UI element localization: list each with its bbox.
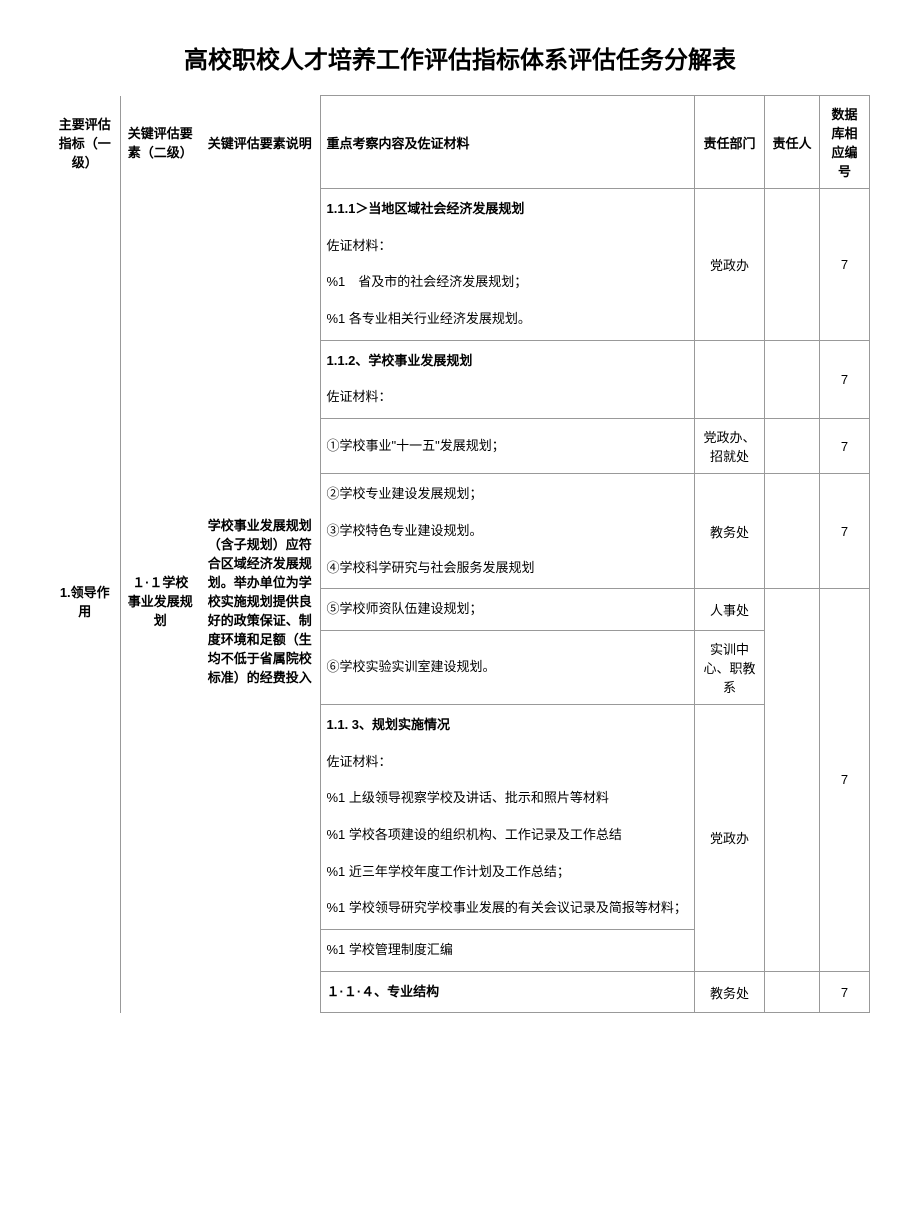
content-cell: ①学校事业"十一五"发展规划； bbox=[320, 419, 695, 474]
dept-cell: 教务处 bbox=[695, 474, 765, 589]
num-cell: 7 bbox=[820, 340, 870, 418]
dept-cell: 党政办 bbox=[695, 189, 765, 341]
content-cell: 1.1.1＞当地区域社会经济发展规划佐证材料：%1 省及市的社会经济发展规划；%… bbox=[320, 189, 695, 341]
dept-cell: 实训中心、职教系 bbox=[695, 630, 765, 704]
content-cell: %1 学校管理制度汇编 bbox=[320, 930, 695, 972]
header-l2: 关键评估要素（二级） bbox=[120, 96, 200, 189]
num-cell: 7 bbox=[820, 971, 870, 1013]
content-cell: 1.1.2、学校事业发展规划佐证材料： bbox=[320, 340, 695, 418]
header-dept: 责任部门 bbox=[695, 96, 765, 189]
header-num: 数据库相应编号 bbox=[820, 96, 870, 189]
person-cell bbox=[765, 474, 820, 589]
num-cell: 7 bbox=[820, 189, 870, 341]
content-cell: ⑥学校实验实训室建设规划。 bbox=[320, 630, 695, 704]
person-cell bbox=[765, 340, 820, 418]
header-desc: 关键评估要素说明 bbox=[200, 96, 320, 189]
content-cell: 1.1. 3、规划实施情况佐证材料：%1 上级领导视察学校及讲话、批示和照片等材… bbox=[320, 704, 695, 929]
level1-cell: 1.领导作用 bbox=[50, 189, 120, 1013]
num-cell: 7 bbox=[820, 419, 870, 474]
assessment-table: 主要评估指标（一级） 关键评估要素（二级） 关键评估要素说明 重点考察内容及佐证… bbox=[50, 95, 870, 1013]
person-cell bbox=[765, 189, 820, 341]
person-cell bbox=[765, 419, 820, 474]
dept-cell: 教务处 bbox=[695, 971, 765, 1013]
dept-cell: 党政办 bbox=[695, 704, 765, 971]
dept-cell: 党政办、招就处 bbox=[695, 419, 765, 474]
page-title: 高校职校人才培养工作评估指标体系评估任务分解表 bbox=[50, 40, 870, 75]
content-cell: １·１·４、专业结构 bbox=[320, 971, 695, 1013]
content-cell: ⑤学校师资队伍建设规划； bbox=[320, 589, 695, 631]
level2-cell: １·１学校事业发展规划 bbox=[120, 189, 200, 1013]
header-content: 重点考察内容及佐证材料 bbox=[320, 96, 695, 189]
person-cell bbox=[765, 589, 820, 972]
dept-cell bbox=[695, 340, 765, 418]
content-cell: ②学校专业建设发展规划；③学校特色专业建设规划。④学校科学研究与社会服务发展规划 bbox=[320, 474, 695, 589]
header-l1: 主要评估指标（一级） bbox=[50, 96, 120, 189]
num-cell: 7 bbox=[820, 474, 870, 589]
header-person: 责任人 bbox=[765, 96, 820, 189]
person-cell bbox=[765, 971, 820, 1013]
dept-cell: 人事处 bbox=[695, 589, 765, 631]
desc-cell: 学校事业发展规划（含子规划）应符合区域经济发展规划。举办单位为学校实施规划提供良… bbox=[200, 189, 320, 1013]
num-cell: 7 bbox=[820, 589, 870, 972]
